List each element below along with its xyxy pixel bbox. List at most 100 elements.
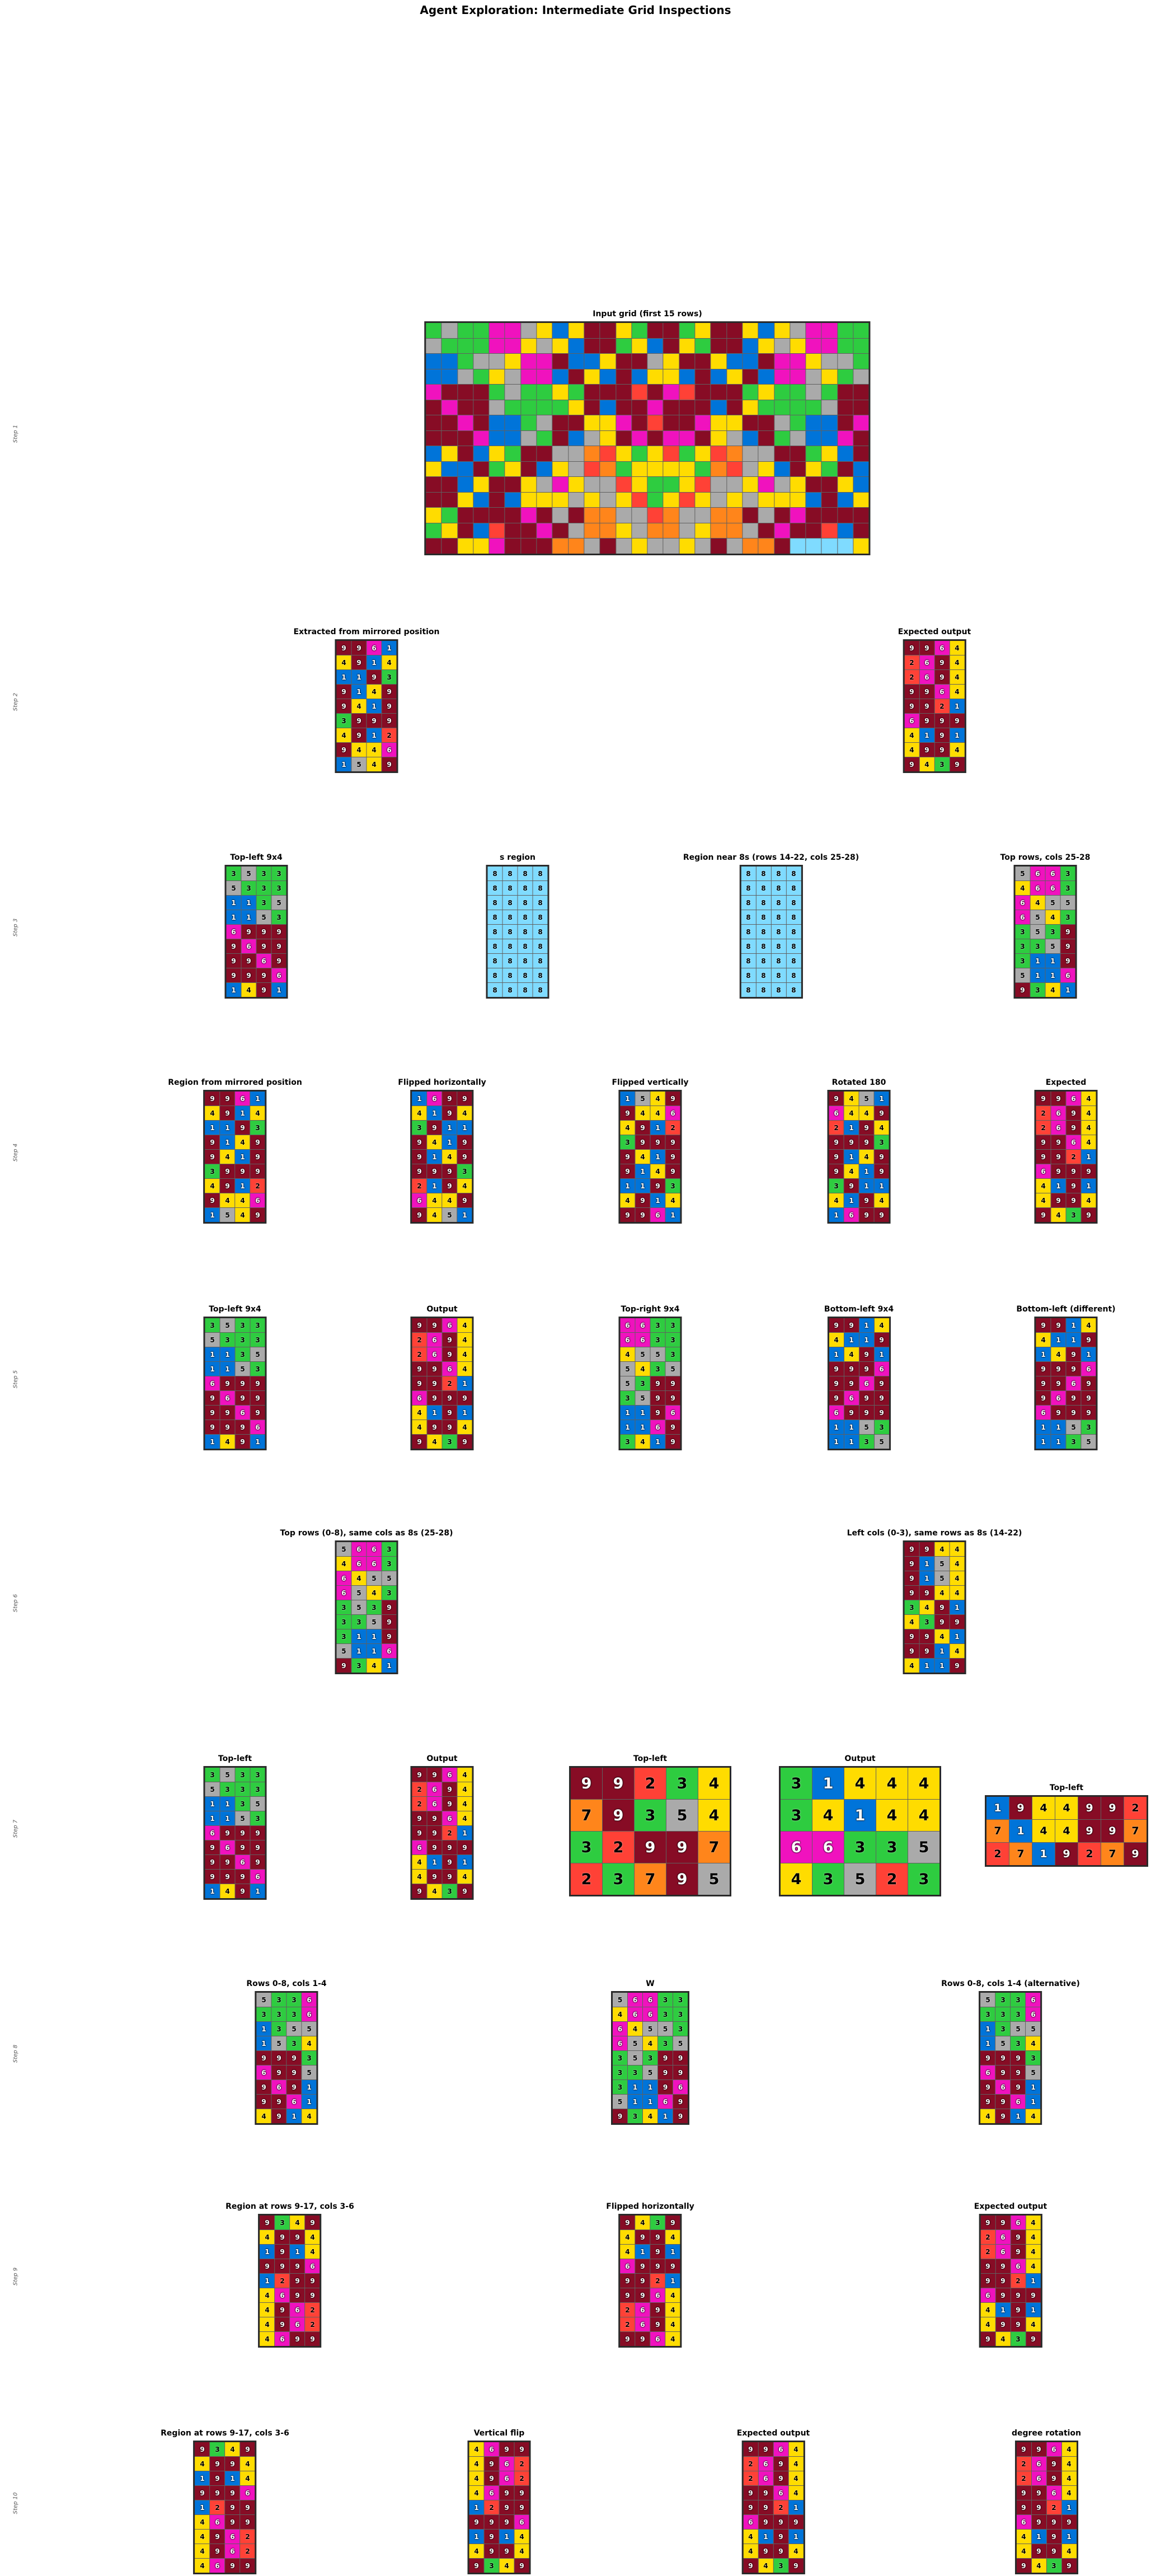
grid-cell [584, 369, 600, 384]
grid-cell: 6 [628, 2007, 642, 2021]
grid-cell: 9 [240, 2515, 255, 2529]
grid-cell [726, 338, 743, 353]
grid-cell [426, 415, 441, 430]
grid-cell: 6 [226, 925, 241, 939]
grid-cell: 9 [1081, 1391, 1096, 1405]
grid-cell: 6 [650, 1420, 665, 1434]
grid-cell [537, 385, 552, 400]
grid-cell: 6 [1015, 896, 1030, 910]
grid-cell: 9 [250, 1135, 265, 1149]
grid-cell [695, 430, 711, 446]
grid-cell [552, 354, 569, 369]
grid-cell: 9 [336, 641, 351, 655]
grid-cell [632, 400, 647, 415]
grid-cell [505, 400, 521, 415]
grid-cell: 6 [1060, 968, 1075, 982]
grid-cell: 1 [635, 1179, 650, 1193]
grid-cell [774, 492, 790, 507]
grid-cell: 1 [1030, 968, 1045, 982]
grid-cell: 9 [620, 2288, 635, 2302]
grid-cell: 6 [240, 2486, 255, 2500]
grid-cell: 9 [442, 1797, 457, 1811]
grid-cell [616, 477, 632, 492]
grid-cell: 3 [665, 1318, 680, 1332]
grid-cell: 1 [271, 983, 286, 997]
grid-cell: 2 [1124, 1797, 1147, 1819]
grid-cell [426, 477, 441, 492]
grid-cell [743, 446, 758, 461]
step-label-3: Step 3 [12, 918, 19, 937]
grid-cell: 9 [205, 1420, 220, 1434]
grid-cell: 3 [812, 1863, 844, 1895]
grid-cell [632, 446, 647, 461]
grid-cell: 6 [1066, 1135, 1081, 1149]
grid-cell: 2 [240, 2544, 255, 2558]
grid-cell: 5 [650, 1347, 665, 1361]
grid-cell: 3 [205, 1768, 220, 1782]
grid-cell: 3 [628, 2066, 642, 2079]
grid-cell: 4 [351, 743, 367, 757]
grid-cell: 4 [1061, 2457, 1077, 2471]
grid-cell: 1 [620, 1420, 635, 1434]
grid-cell: 1 [859, 1318, 874, 1332]
grid-cell [441, 415, 457, 430]
grid-cell: 3 [934, 757, 950, 771]
grid-cell: 8 [771, 910, 786, 924]
grid-cell: 4 [1081, 1318, 1096, 1332]
grid-cell [838, 492, 853, 507]
grid-cell [647, 492, 663, 507]
grid-cell: 1 [812, 1768, 844, 1799]
grid-cell: 3 [235, 1768, 250, 1782]
grid-cell: 6 [635, 1318, 650, 1332]
grid-cell [790, 369, 806, 384]
grid-cell: 4 [427, 1193, 442, 1207]
panel-region-near-8s: Region near 8s (rows 14-22, cols 25-28) … [683, 853, 859, 999]
grid-cell: 4 [250, 1106, 265, 1120]
grid-cell [647, 430, 663, 446]
grid-cell: 5 [250, 1347, 265, 1361]
grid-cell: 9 [256, 925, 271, 939]
grid-cell: 9 [650, 2245, 665, 2259]
grid-cell [758, 385, 774, 400]
grid-cell: 8 [786, 867, 801, 880]
grid-cell [774, 477, 790, 492]
grid-cell [569, 354, 584, 369]
grid-cell [552, 477, 569, 492]
grid-cell [790, 338, 806, 353]
grid-cell [806, 461, 821, 476]
grid-cell: 2 [305, 2317, 320, 2331]
grid-cell: 8 [533, 968, 548, 982]
grid-cell [838, 508, 853, 523]
grid-cell: 9 [235, 1391, 250, 1405]
grid-cell: 5 [666, 1800, 698, 1831]
grid-cell: 3 [1060, 867, 1075, 880]
step-label-7: Step 7 [12, 1819, 19, 1838]
grid-cell [838, 338, 853, 353]
grid-cell [457, 385, 473, 400]
grid-cell [632, 369, 647, 384]
grid-cell [663, 323, 679, 338]
grid-cell: 9 [1051, 1092, 1066, 1106]
grid-cell: 9 [650, 2303, 665, 2317]
grid-cell: 6 [205, 1376, 220, 1390]
grid-cell: 6 [829, 1106, 844, 1120]
grid-cell: 8 [771, 881, 786, 895]
grid-cell [457, 338, 473, 353]
grid-cell: 9 [1081, 1164, 1096, 1178]
grid-cell: 1 [1051, 1179, 1066, 1193]
grid-cell: 9 [210, 2457, 225, 2471]
grid-cell: 4 [427, 1208, 442, 1222]
grid-cell [441, 461, 457, 476]
grid-cell: 9 [351, 714, 367, 728]
grid-cell: 9 [919, 1586, 934, 1600]
grid-cell: 1 [874, 1092, 889, 1106]
grid-cell [569, 538, 584, 554]
grid-cell: 9 [275, 2317, 290, 2331]
grid-title: Bottom-left 9x4 [824, 1305, 894, 1314]
grid-cell: 6 [1045, 867, 1060, 880]
grid-cell: 9 [1011, 2245, 1026, 2259]
grid-cell: 4 [665, 2332, 680, 2346]
grid-cell: 3 [382, 1542, 397, 1556]
